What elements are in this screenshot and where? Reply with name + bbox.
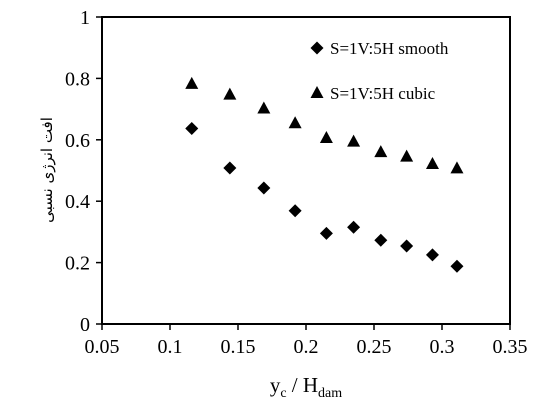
smooth-data-point: [185, 121, 199, 135]
smooth-data-point: [223, 161, 237, 175]
x-axis-title-mid: / H: [287, 373, 319, 397]
legend-marker-smooth: [310, 41, 324, 55]
x-tick-label: 0.05: [85, 336, 120, 358]
x-tick-label: 0.15: [221, 336, 256, 358]
cubic-data-point: [288, 116, 302, 129]
data-points: [185, 76, 464, 273]
smooth-data-point: [400, 239, 414, 253]
x-axis-title-subscript2: dam: [318, 386, 342, 401]
x-axis-title-main: y: [270, 373, 281, 397]
y-tick-label: 0.8: [65, 68, 90, 90]
y-tick-label: 0.4: [65, 191, 90, 213]
cubic-data-point: [450, 161, 464, 174]
legend-label: S=1V:5H cubic: [330, 84, 436, 103]
smooth-data-point: [347, 220, 361, 234]
legend-marker-cubic: [310, 86, 324, 98]
x-tick-label: 0.1: [158, 336, 183, 358]
legend-label: S=1V:5H smooth: [330, 39, 449, 58]
smooth-data-point: [425, 248, 439, 262]
x-tick-label: 0.35: [493, 336, 528, 358]
x-tick-label: 0.3: [430, 336, 455, 358]
cubic-data-point: [319, 130, 333, 143]
smooth-data-point: [257, 181, 271, 195]
y-tick-label: 1: [80, 7, 90, 29]
x-axis-title-subscript: c: [280, 386, 286, 401]
cubic-data-point: [374, 145, 388, 158]
smooth-data-point: [319, 226, 333, 240]
cubic-data-point: [223, 87, 237, 100]
axis-ticks: 0.05 0.1 0.15 0.2 0.25 0.3 0.35 0 0.2 0.4 0.6 0.8 1: [65, 7, 528, 358]
x-tick-label: 0.25: [357, 336, 392, 358]
y-axis-title: افت انرژی نسبی: [38, 117, 56, 223]
plot-area: [101, 16, 511, 325]
smooth-data-point: [288, 204, 302, 218]
x-axis-title: yc / Hdam: [270, 373, 342, 401]
cubic-data-point: [347, 134, 361, 147]
y-tick-label: 0.2: [65, 253, 90, 275]
legend: S=1V:5H smooth S=1V:5H cubic: [310, 39, 449, 103]
x-tick-label: 0.2: [294, 336, 319, 358]
smooth-data-point: [450, 259, 464, 273]
y-tick-label: 0: [80, 314, 90, 336]
cubic-data-point: [185, 76, 199, 89]
smooth-data-point: [374, 233, 388, 247]
cubic-data-point: [400, 149, 414, 162]
y-tick-label: 0.6: [65, 130, 90, 152]
cubic-data-point: [257, 101, 271, 114]
cubic-data-point: [425, 157, 439, 170]
